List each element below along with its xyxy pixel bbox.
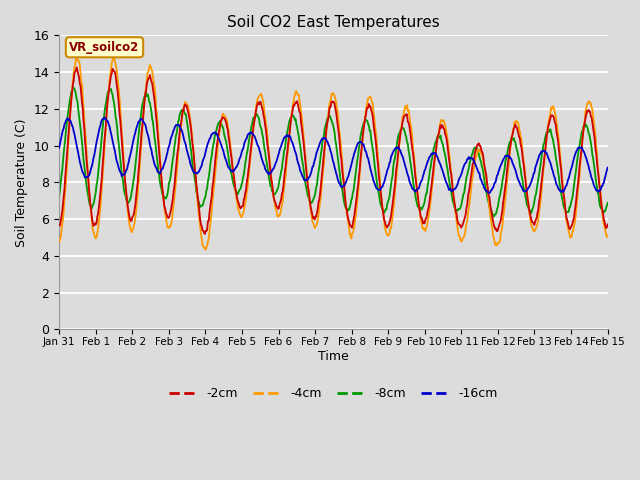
- X-axis label: Time: Time: [318, 350, 349, 363]
- Text: VR_soilco2: VR_soilco2: [69, 41, 140, 54]
- Title: Soil CO2 East Temperatures: Soil CO2 East Temperatures: [227, 15, 440, 30]
- Legend: -2cm, -4cm, -8cm, -16cm: -2cm, -4cm, -8cm, -16cm: [164, 383, 503, 406]
- Y-axis label: Soil Temperature (C): Soil Temperature (C): [15, 118, 28, 247]
